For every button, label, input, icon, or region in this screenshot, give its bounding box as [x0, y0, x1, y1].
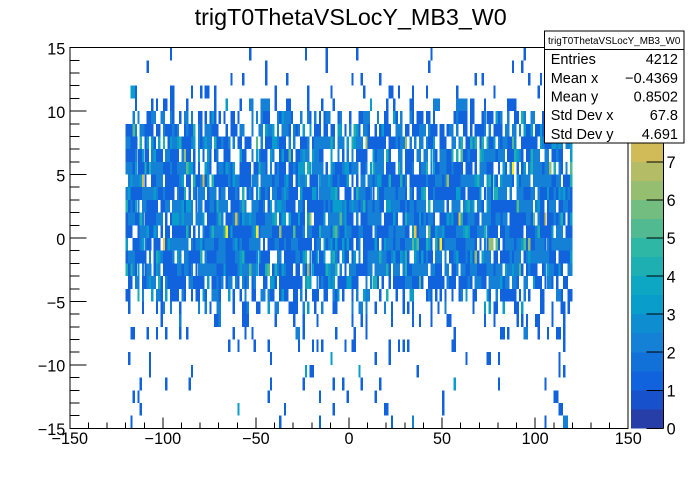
svg-text:7: 7	[667, 154, 676, 172]
svg-text:2: 2	[667, 344, 676, 362]
svg-text:6: 6	[667, 192, 676, 210]
svg-text:0.8502: 0.8502	[634, 89, 678, 105]
svg-text:5: 5	[56, 167, 65, 185]
svg-text:Std Dev x: Std Dev x	[551, 108, 615, 124]
svg-text:50: 50	[433, 430, 451, 448]
svg-text:4212: 4212	[646, 52, 678, 68]
svg-text:−5: −5	[47, 294, 65, 312]
svg-text:−10: −10	[38, 358, 65, 376]
svg-text:trigT0ThetaVSLocY_MB3_W0: trigT0ThetaVSLocY_MB3_W0	[195, 4, 507, 30]
svg-text:150: 150	[615, 430, 642, 448]
svg-text:0: 0	[667, 421, 676, 439]
svg-text:Mean x: Mean x	[551, 71, 599, 87]
svg-text:5: 5	[667, 230, 676, 248]
svg-text:Std Dev y: Std Dev y	[551, 127, 615, 143]
svg-text:−150: −150	[52, 430, 88, 448]
svg-text:3: 3	[667, 306, 676, 324]
svg-text:1: 1	[667, 383, 676, 401]
svg-text:trigT0ThetaVSLocY_MB3_W0: trigT0ThetaVSLocY_MB3_W0	[548, 36, 681, 47]
svg-text:4.691: 4.691	[642, 127, 678, 143]
svg-text:0: 0	[56, 231, 65, 249]
svg-text:10: 10	[47, 104, 65, 122]
svg-text:15: 15	[47, 40, 65, 58]
svg-text:100: 100	[522, 430, 549, 448]
svg-text:67.8: 67.8	[650, 108, 678, 124]
svg-text:Entries: Entries	[551, 52, 596, 68]
svg-text:Mean y: Mean y	[551, 89, 599, 105]
svg-text:−50: −50	[242, 430, 269, 448]
svg-text:0: 0	[344, 430, 353, 448]
svg-text:−100: −100	[145, 430, 181, 448]
svg-text:−0.4369: −0.4369	[625, 71, 678, 87]
svg-text:−15: −15	[38, 421, 65, 439]
svg-text:4: 4	[667, 268, 676, 286]
